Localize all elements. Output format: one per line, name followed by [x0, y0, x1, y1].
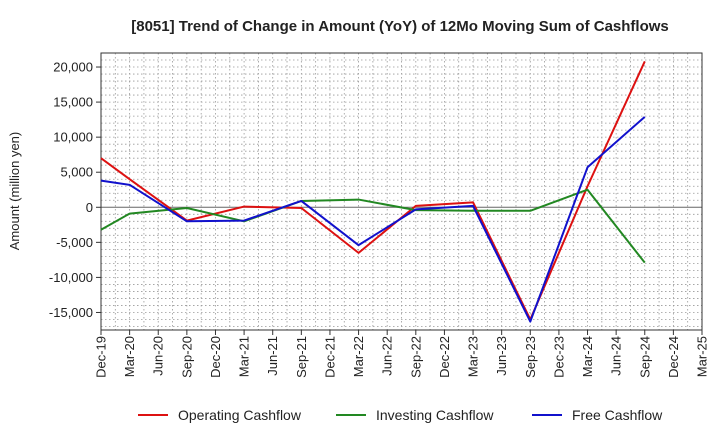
x-tick-label: Sep-24 [637, 336, 652, 378]
x-tick-label: Mar-23 [466, 336, 481, 377]
x-tick-label: Jun-24 [609, 336, 624, 376]
x-tick-label: Dec-19 [94, 336, 109, 378]
plot-area: 20,000 15,000 10,000 5,000 0 -5,000 -10,000 -15… [49, 52, 710, 378]
legend-label-2: Investing Cashflow [376, 407, 494, 423]
x-tick-label: Mar-20 [122, 336, 137, 377]
x-tick-label: Mar-24 [580, 336, 595, 377]
series-line-3 [100, 116, 646, 323]
y-tick-label: 10,000 [53, 130, 93, 145]
x-tick-label: Dec-21 [322, 336, 337, 378]
chart-title: [8051] Trend of Change in Amount (YoY) o… [131, 18, 669, 35]
y-tick-label: 15,000 [53, 95, 93, 110]
y-tick-label: -15,000 [49, 305, 93, 320]
x-tick-label: Sep-23 [523, 336, 538, 378]
x-tick-label: Mar-22 [351, 336, 366, 377]
x-tick-label: Dec-24 [666, 336, 681, 378]
y-tick-label: 20,000 [53, 60, 93, 75]
series-line-1 [100, 60, 646, 321]
y-tick-label: 5,000 [60, 165, 93, 180]
x-tick-label: Dec-22 [437, 336, 452, 378]
x-tick-label: Sep-21 [294, 336, 309, 378]
x-tick-label: Mar-25 [695, 336, 710, 377]
x-tick-label: Jun-22 [380, 336, 395, 376]
y-tick-label: -10,000 [49, 270, 93, 285]
x-tick-label: Mar-21 [237, 336, 252, 377]
x-tick-label: Dec-23 [551, 336, 566, 378]
y-tick-label: -5,000 [56, 235, 93, 250]
x-tick-label: Sep-20 [179, 336, 194, 378]
y-axis-label: Amount (million yen) [7, 132, 22, 251]
legend: Operating Cashflow Investing Cashflow Free… [138, 407, 663, 423]
x-tick-label: Sep-22 [408, 336, 423, 378]
legend-label-3: Free Cashflow [572, 407, 663, 423]
legend-label-1: Operating Cashflow [178, 407, 302, 423]
x-tick-label: Jun-23 [494, 336, 509, 376]
x-tick-label: Jun-20 [151, 336, 166, 376]
y-tick-label: 0 [86, 200, 93, 215]
x-tick-label: Jun-21 [265, 336, 280, 376]
x-tick-label: Dec-20 [208, 336, 223, 378]
plot-frame [100, 52, 703, 331]
